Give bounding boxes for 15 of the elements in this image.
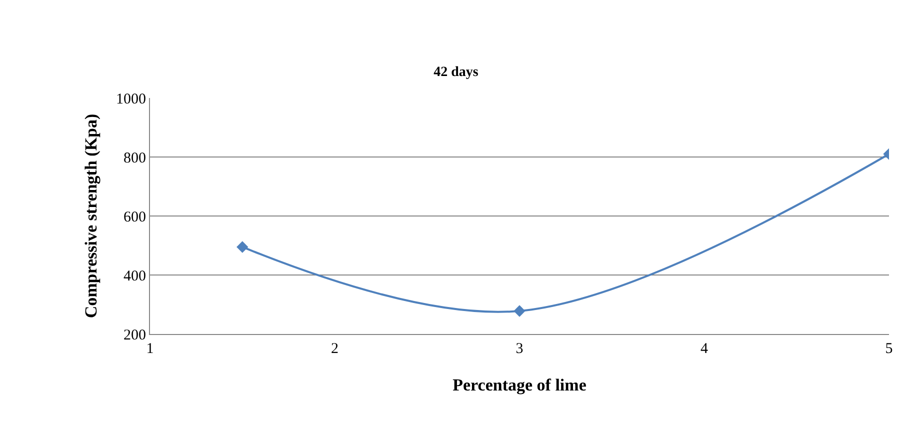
y-tick-label: 1000	[116, 91, 146, 108]
x-tick-label: 5	[885, 341, 893, 357]
x-tick-label: 4	[700, 341, 708, 357]
x-tick-label: 3	[516, 341, 524, 357]
y-tick-label: 800	[124, 150, 146, 166]
y-tick-label: 600	[124, 209, 146, 226]
y-axis-title: Compressive strength (Kpa)	[82, 114, 101, 318]
point	[236, 241, 248, 253]
x-tick-label: 2	[331, 341, 338, 357]
y-tick-label: 400	[124, 268, 146, 284]
point	[514, 305, 526, 317]
y-tick-label: 200	[124, 327, 146, 344]
chart-title: 42 days	[434, 64, 479, 80]
x-axis-title: Percentage of lime	[452, 375, 587, 394]
x-tick-label: 1	[146, 341, 154, 357]
